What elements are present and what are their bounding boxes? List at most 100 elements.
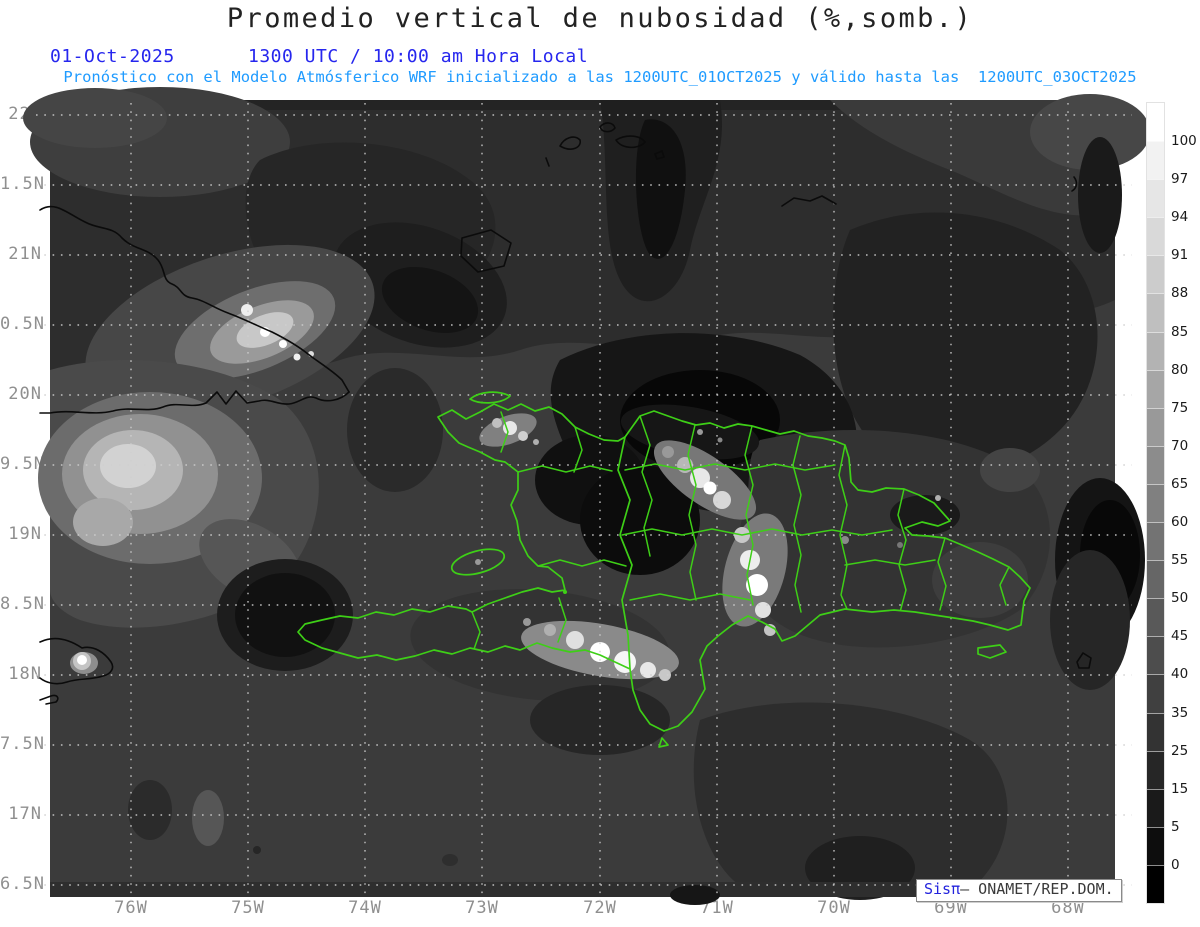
colorbar-label: 15 bbox=[1171, 780, 1189, 797]
colorbar-label: 91 bbox=[1171, 247, 1189, 264]
cloud-field-shape bbox=[50, 882, 1115, 897]
cloud-field-shape bbox=[897, 542, 903, 548]
bahamas-islet bbox=[545, 157, 550, 167]
cloud-field-shape bbox=[755, 602, 771, 618]
cloud-field-shape bbox=[670, 885, 720, 905]
cloud-field-shape bbox=[717, 437, 723, 443]
cloud-field-shape bbox=[503, 421, 517, 435]
navassa-dot bbox=[563, 590, 567, 594]
colorbar-label: 94 bbox=[1171, 209, 1189, 226]
province-borders-shape bbox=[897, 488, 907, 613]
colorbar-segment bbox=[1147, 560, 1164, 599]
y-axis-label: 1.5N bbox=[0, 174, 45, 194]
cloud-field-shape bbox=[703, 481, 717, 495]
bahamas-islet bbox=[559, 136, 582, 150]
cloud-field-shape bbox=[77, 655, 87, 665]
province-borders-shape bbox=[537, 559, 627, 567]
colorbar-segment bbox=[1147, 293, 1164, 332]
x-axis-label: 75W bbox=[231, 898, 265, 918]
colorbar-label: 65 bbox=[1171, 475, 1189, 492]
colorbar-segment bbox=[1147, 864, 1164, 903]
haiti-dr-border bbox=[617, 436, 633, 670]
y-axis-label: 7.5N bbox=[0, 734, 45, 754]
colorbar-segment bbox=[1147, 103, 1164, 142]
colorbar-segment bbox=[1147, 369, 1164, 408]
colorbar-label: 97 bbox=[1171, 171, 1189, 188]
cloud-field-shape bbox=[841, 536, 849, 544]
bahamas-islet bbox=[654, 150, 665, 160]
saona-island bbox=[977, 644, 1007, 659]
colorbar-segment bbox=[1147, 674, 1164, 713]
y-axis-label: 21N bbox=[8, 244, 42, 264]
province-borders-shape bbox=[792, 435, 802, 613]
cloud-field-shape bbox=[833, 212, 1098, 475]
cloud-field-shape bbox=[530, 685, 670, 755]
cloud-field-shape bbox=[293, 353, 301, 361]
colorbar-label: 5 bbox=[1171, 818, 1180, 835]
colorbar-segment bbox=[1147, 598, 1164, 637]
forecast-date: 01-Oct-2025 bbox=[50, 46, 175, 67]
cloud-field-shape bbox=[347, 368, 443, 492]
province-borders-shape bbox=[624, 463, 836, 471]
colorbar-segment bbox=[1147, 522, 1164, 561]
province-borders-shape bbox=[639, 415, 653, 557]
cloud-field-shape bbox=[23, 88, 167, 148]
y-axis-label: 17N bbox=[8, 804, 42, 824]
cloud-field-shape bbox=[746, 574, 768, 596]
y-axis-label: 20N bbox=[8, 384, 42, 404]
cloud-field-shape bbox=[544, 624, 556, 636]
y-axis-label: 19N bbox=[8, 524, 42, 544]
cloud-field-shape bbox=[1078, 137, 1122, 253]
cloud-field-shape bbox=[1050, 550, 1130, 690]
gonave-island bbox=[450, 548, 506, 576]
colorbar-segment bbox=[1147, 712, 1164, 751]
province-borders-shape bbox=[844, 559, 936, 566]
caicos-bank bbox=[781, 195, 837, 207]
colorbar-segment bbox=[1147, 750, 1164, 789]
cloud-field-shape bbox=[635, 119, 686, 259]
y-axis-label: 9.5N bbox=[0, 454, 45, 474]
cuba-south-coast bbox=[39, 390, 350, 414]
colorbar-label: 80 bbox=[1171, 361, 1189, 378]
y-axis-label: 18N bbox=[8, 664, 42, 684]
cloud-field-shape bbox=[100, 444, 156, 488]
cloud-field-shape bbox=[192, 790, 224, 846]
watermark-brand: Sisπ bbox=[924, 880, 961, 898]
province-borders-shape bbox=[744, 425, 754, 606]
x-axis-label: 68W bbox=[1051, 898, 1085, 918]
model-init-line: Pronóstico con el Modelo Atmósferico WRF… bbox=[63, 68, 1137, 86]
watermark-org: – ONAMET/REP.DOM. bbox=[960, 880, 1114, 898]
cloud-field-shape bbox=[523, 618, 531, 626]
cloud-field-shape bbox=[697, 429, 703, 435]
hispaniola-borders bbox=[297, 391, 1031, 748]
cloud-field-shape bbox=[475, 559, 481, 565]
colorbar-label: 35 bbox=[1171, 704, 1189, 721]
cloud-field-shape bbox=[128, 780, 172, 840]
cloud-field-shape bbox=[659, 669, 671, 681]
cloud-field-shape bbox=[662, 446, 674, 458]
x-axis-label: 74W bbox=[348, 898, 382, 918]
province-borders-shape bbox=[629, 593, 751, 601]
cloud-field-shape bbox=[533, 439, 539, 445]
province-borders-shape bbox=[471, 611, 481, 653]
colorbar-label: 40 bbox=[1171, 666, 1189, 683]
cloud-field-shape bbox=[693, 702, 1008, 897]
cloud-field-shape bbox=[640, 662, 656, 678]
y-axis-label: 0.5N bbox=[0, 314, 45, 334]
province-borders-shape bbox=[687, 424, 697, 601]
colorbar-label: 100 bbox=[1171, 133, 1197, 150]
province-borders-shape bbox=[838, 444, 848, 610]
province-borders bbox=[471, 411, 1010, 653]
x-axis-label: 72W bbox=[583, 898, 617, 918]
colorbar-segment bbox=[1147, 788, 1164, 827]
jamaica-coast-stub bbox=[39, 694, 59, 705]
colorbar-segment bbox=[1147, 141, 1164, 180]
colorbar-segment bbox=[1147, 407, 1164, 446]
province-borders-shape bbox=[999, 566, 1010, 606]
colorbar-segment bbox=[1147, 445, 1164, 484]
x-axis-label: 73W bbox=[465, 898, 499, 918]
bahamas-islet bbox=[615, 135, 646, 149]
cloud-field-shape bbox=[241, 304, 253, 316]
cloud-field-shape bbox=[566, 631, 584, 649]
